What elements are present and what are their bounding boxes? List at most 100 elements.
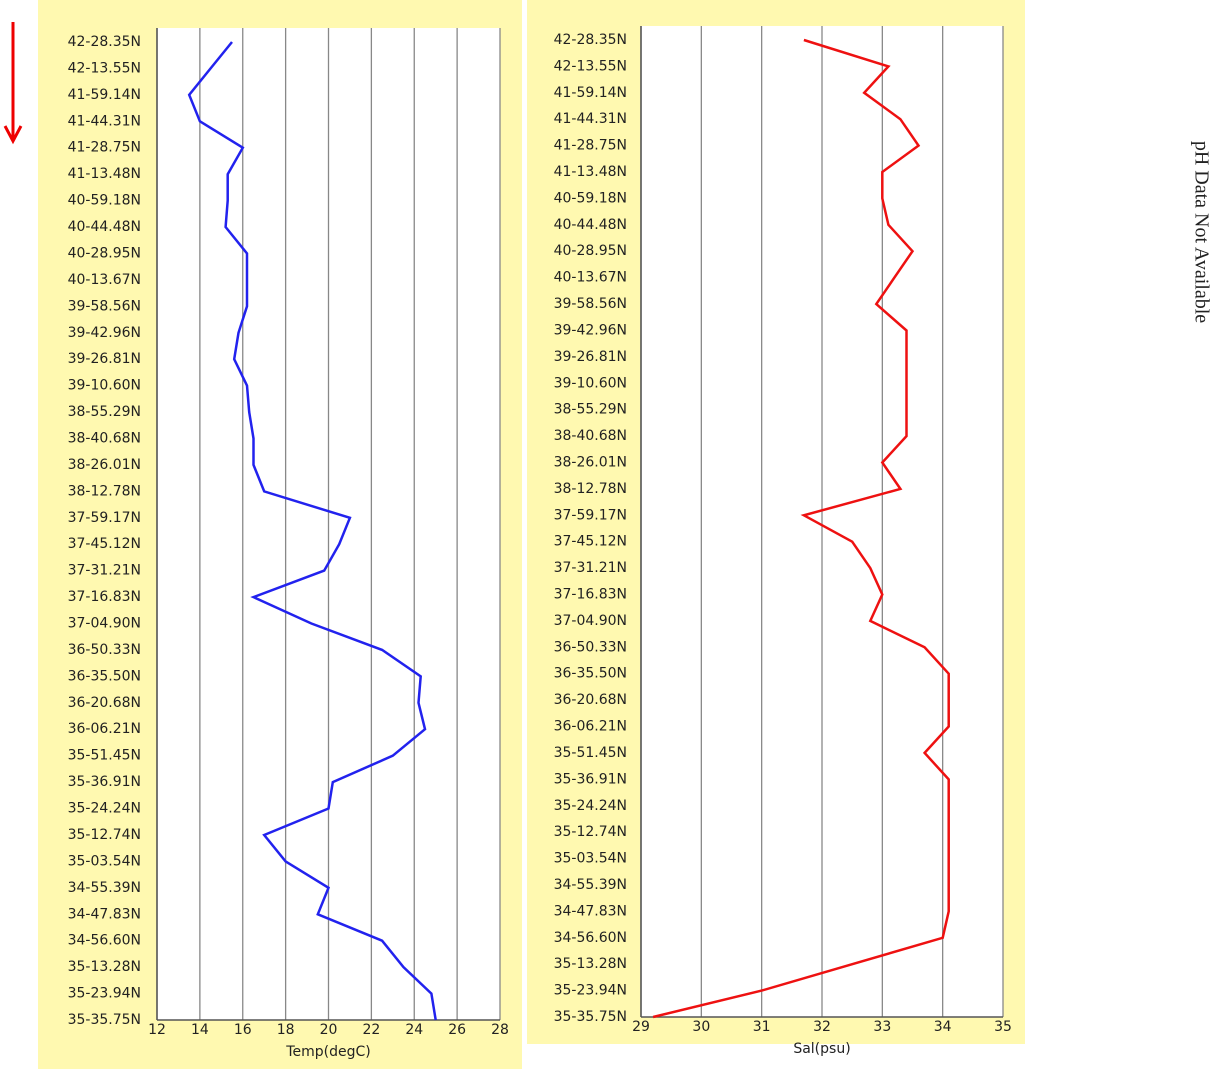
y-tick-label: 42-28.35N [68, 34, 141, 50]
y-tick-label: 36-20.68N [68, 695, 141, 711]
y-tick-label: 36-06.21N [554, 719, 627, 735]
y-tick-label: 38-26.01N [554, 454, 627, 470]
y-tick-label: 40-13.67N [554, 270, 627, 286]
y-tick-label: 34-56.60N [554, 930, 627, 946]
x-tick-label: 14 [191, 1022, 209, 1038]
y-tick-label: 35-36.91N [554, 771, 627, 787]
y-tick-label: 37-31.21N [68, 563, 141, 579]
y-tick-label: 38-55.29N [554, 402, 627, 418]
y-tick-label: 41-59.14N [68, 87, 141, 103]
y-tick-label: 37-59.17N [68, 510, 141, 526]
y-tick-label: 40-13.67N [68, 272, 141, 288]
y-tick-label: 41-28.75N [68, 140, 141, 156]
y-tick-label: 35-23.94N [554, 983, 627, 999]
y-tick-label: 38-12.78N [68, 483, 141, 499]
y-tick-label: 38-40.68N [554, 428, 627, 444]
x-tick-label: 31 [753, 1019, 771, 1035]
y-tick-label: 41-13.48N [554, 164, 627, 180]
y-tick-label: 37-04.90N [68, 616, 141, 632]
y-tick-label: 35-03.54N [554, 851, 627, 867]
y-tick-label: 37-16.83N [68, 589, 141, 605]
y-tick-label: 36-50.33N [554, 639, 627, 655]
y-tick-label: 39-58.56N [68, 298, 141, 314]
y-tick-label: 38-40.68N [68, 430, 141, 446]
data-line [652, 38, 950, 1019]
x-tick-label: 20 [320, 1022, 338, 1038]
y-tick-label: 41-44.31N [554, 111, 627, 127]
y-tick-label: 39-58.56N [554, 296, 627, 312]
y-tick-label: 40-59.18N [554, 190, 627, 206]
y-tick-label: 37-45.12N [68, 536, 141, 552]
x-tick-label: 29 [632, 1019, 650, 1035]
y-tick-label: 37-59.17N [554, 507, 627, 523]
x-tick-label: 33 [873, 1019, 891, 1035]
x-tick-label: 18 [277, 1022, 295, 1038]
y-tick-label: 35-13.28N [68, 959, 141, 975]
y-tick-label: 39-42.96N [68, 325, 141, 341]
y-tick-label: 39-10.60N [68, 378, 141, 394]
y-tick-label: 42-28.35N [554, 32, 627, 48]
y-tick-label: 39-26.81N [554, 349, 627, 365]
y-tick-label: 35-24.24N [554, 798, 627, 814]
y-tick-label: 37-45.12N [554, 534, 627, 550]
x-axis-title: Sal(psu) [793, 1041, 850, 1057]
y-tick-label: 35-12.74N [554, 824, 627, 840]
x-tick-label: 24 [405, 1022, 423, 1038]
x-tick-label: 35 [994, 1019, 1012, 1035]
y-tick-label: 40-28.95N [68, 245, 141, 261]
y-tick-label: 36-06.21N [68, 721, 141, 737]
y-tick-label: 35-13.28N [554, 956, 627, 972]
y-tick-label: 40-28.95N [554, 243, 627, 259]
y-tick-label: 36-35.50N [554, 666, 627, 682]
y-tick-label: 36-35.50N [68, 668, 141, 684]
y-tick-label: 35-12.74N [68, 827, 141, 843]
x-tick-label: 12 [148, 1022, 166, 1038]
y-tick-label: 35-23.94N [68, 986, 141, 1002]
y-tick-label: 35-51.45N [68, 748, 141, 764]
y-tick-label: 38-55.29N [68, 404, 141, 420]
y-tick-label: 34-56.60N [68, 933, 141, 949]
y-tick-label: 36-20.68N [554, 692, 627, 708]
x-tick-label: 22 [362, 1022, 380, 1038]
x-tick-label: 16 [234, 1022, 252, 1038]
y-tick-label: 35-35.75N [68, 1012, 141, 1028]
y-tick-label: 40-44.48N [554, 217, 627, 233]
x-tick-label: 34 [934, 1019, 952, 1035]
y-tick-label: 34-55.39N [68, 880, 141, 896]
annotation: pH Data Not Available [1190, 141, 1212, 323]
y-tick-label: 39-26.81N [68, 351, 141, 367]
y-tick-label: 40-59.18N [68, 193, 141, 209]
x-tick-label: 26 [448, 1022, 466, 1038]
y-tick-label: 38-26.01N [68, 457, 141, 473]
y-tick-label: 35-36.91N [68, 774, 141, 790]
x-tick-label: 30 [692, 1019, 710, 1035]
y-tick-label: 40-44.48N [68, 219, 141, 235]
arrow-head [3, 125, 23, 145]
y-tick-label: 35-35.75N [554, 1009, 627, 1025]
y-tick-label: 37-04.90N [554, 613, 627, 629]
data-line [187, 41, 437, 1021]
y-tick-label: 41-44.31N [68, 113, 141, 129]
y-tick-label: 35-03.54N [68, 853, 141, 869]
y-tick-label: 39-42.96N [554, 322, 627, 338]
y-tick-label: 41-28.75N [554, 138, 627, 154]
y-tick-label: 34-47.83N [68, 906, 141, 922]
y-tick-label: 35-24.24N [68, 801, 141, 817]
y-tick-label: 37-31.21N [554, 560, 627, 576]
x-axis-title: Temp(degC) [285, 1044, 370, 1060]
x-tick-label: 32 [813, 1019, 831, 1035]
y-tick-label: 34-47.83N [554, 903, 627, 919]
y-tick-label: 38-12.78N [554, 481, 627, 497]
y-tick-label: 37-16.83N [554, 587, 627, 603]
y-tick-label: 41-59.14N [554, 85, 627, 101]
x-tick-label: 28 [491, 1022, 509, 1038]
y-tick-label: 41-13.48N [68, 166, 141, 182]
y-tick-label: 42-13.55N [68, 60, 141, 76]
y-tick-label: 36-50.33N [68, 642, 141, 658]
y-tick-label: 35-51.45N [554, 745, 627, 761]
y-tick-label: 34-55.39N [554, 877, 627, 893]
y-tick-label: 39-10.60N [554, 375, 627, 391]
y-tick-label: 42-13.55N [554, 58, 627, 74]
